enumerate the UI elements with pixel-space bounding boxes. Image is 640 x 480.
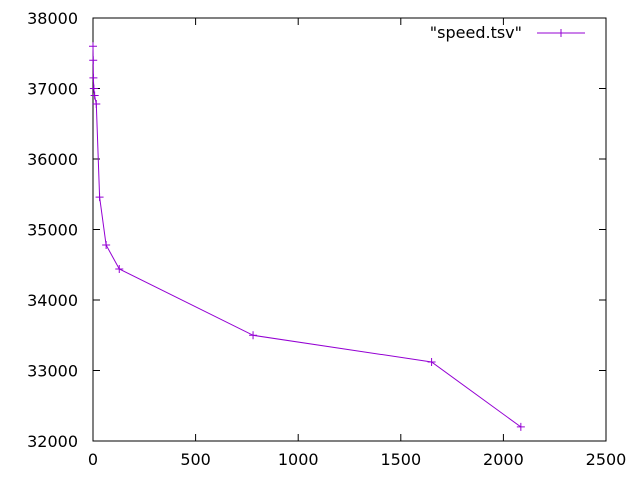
legend-label: "speed.tsv" <box>430 23 522 42</box>
legend: "speed.tsv" <box>430 23 585 42</box>
data-point <box>249 331 258 340</box>
series-line <box>92 46 522 428</box>
data-point <box>89 84 98 93</box>
x-tick-label: 2500 <box>586 450 627 469</box>
plot-frame <box>92 17 607 442</box>
y-tick-label: 33000 <box>27 362 78 381</box>
x-tick-label: 1500 <box>380 450 421 469</box>
data-point <box>92 100 101 109</box>
x-axis: 0 500 1000 1500 2000 2500 <box>88 18 626 469</box>
y-tick-label: 32000 <box>27 432 78 451</box>
x-tick-label: 1000 <box>278 450 319 469</box>
data-point <box>89 42 97 51</box>
y-axis: 32000 33000 34000 35000 36000 37000 38000 <box>27 9 606 451</box>
data-point <box>115 264 124 273</box>
legend-marker <box>557 29 565 37</box>
y-tick-label: 37000 <box>27 80 78 99</box>
series-layer <box>89 42 525 431</box>
data-point <box>90 91 99 100</box>
data-point <box>95 193 104 202</box>
x-tick-label: 2000 <box>483 450 524 469</box>
y-tick-label: 36000 <box>27 150 78 169</box>
data-point <box>89 73 98 82</box>
x-tick-label: 500 <box>180 450 211 469</box>
data-point <box>427 358 436 367</box>
data-point <box>102 241 111 250</box>
data-point <box>516 422 525 431</box>
y-tick-label: 35000 <box>27 221 78 240</box>
y-tick-label: 34000 <box>27 291 78 310</box>
y-tick-label: 38000 <box>27 9 78 28</box>
x-tick-label: 0 <box>88 450 98 469</box>
legend-marker-plus <box>557 29 565 37</box>
data-point <box>89 56 98 65</box>
